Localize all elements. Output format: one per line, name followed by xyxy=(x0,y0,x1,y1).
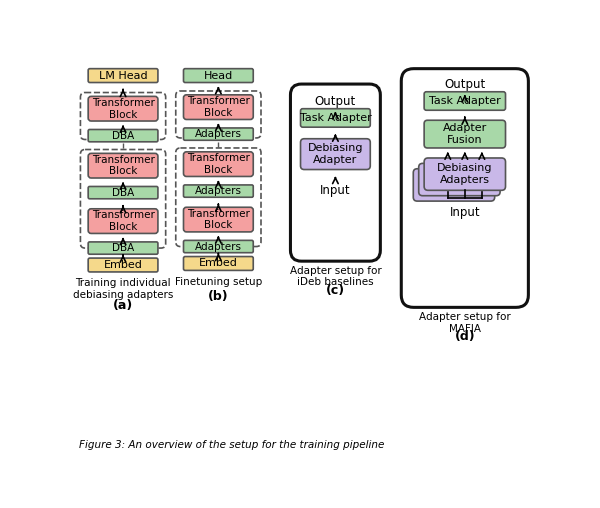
Text: Output: Output xyxy=(315,95,356,108)
FancyBboxPatch shape xyxy=(401,69,529,307)
Text: (a): (a) xyxy=(113,299,133,312)
Text: DBA: DBA xyxy=(112,187,134,198)
Text: Transformer
Block: Transformer Block xyxy=(92,98,154,119)
FancyBboxPatch shape xyxy=(184,128,253,140)
Text: Transformer
Block: Transformer Block xyxy=(187,153,250,175)
FancyBboxPatch shape xyxy=(80,92,166,140)
Text: Transformer
Block: Transformer Block xyxy=(92,210,154,232)
Text: Adapters: Adapters xyxy=(195,186,242,196)
Text: Debiasing
Adapter: Debiasing Adapter xyxy=(308,143,363,165)
FancyBboxPatch shape xyxy=(184,207,253,232)
FancyBboxPatch shape xyxy=(184,95,253,119)
Text: Task Adapter: Task Adapter xyxy=(299,113,371,123)
FancyBboxPatch shape xyxy=(88,130,158,142)
Text: Figure 3: An overview of the setup for the training pipeline: Figure 3: An overview of the setup for t… xyxy=(79,440,384,450)
Text: Adapters: Adapters xyxy=(195,129,242,139)
FancyBboxPatch shape xyxy=(80,149,166,248)
Text: Finetuning setup: Finetuning setup xyxy=(175,276,262,287)
Text: Transformer
Block: Transformer Block xyxy=(92,155,154,176)
FancyBboxPatch shape xyxy=(413,169,494,201)
Text: (b): (b) xyxy=(208,290,229,303)
Text: Input: Input xyxy=(320,184,351,197)
FancyBboxPatch shape xyxy=(184,185,253,197)
FancyBboxPatch shape xyxy=(290,84,380,261)
FancyBboxPatch shape xyxy=(88,153,158,178)
FancyBboxPatch shape xyxy=(88,97,158,121)
FancyBboxPatch shape xyxy=(424,92,506,110)
FancyBboxPatch shape xyxy=(301,139,370,170)
FancyBboxPatch shape xyxy=(184,69,253,82)
Text: Embed: Embed xyxy=(199,259,238,268)
Text: (c): (c) xyxy=(326,284,345,297)
FancyBboxPatch shape xyxy=(88,209,158,234)
Text: Transformer
Block: Transformer Block xyxy=(187,209,250,231)
FancyBboxPatch shape xyxy=(184,257,253,270)
Text: Adapters: Adapters xyxy=(195,241,242,251)
Text: Adapter
Fusion: Adapter Fusion xyxy=(443,123,487,145)
Text: Transformer
Block: Transformer Block xyxy=(187,97,250,118)
FancyBboxPatch shape xyxy=(176,148,261,246)
FancyBboxPatch shape xyxy=(88,186,158,199)
Text: Embed: Embed xyxy=(104,260,142,270)
Text: Training individual
debiasing adapters: Training individual debiasing adapters xyxy=(73,278,173,300)
Text: (d): (d) xyxy=(455,331,475,343)
FancyBboxPatch shape xyxy=(301,109,370,127)
FancyBboxPatch shape xyxy=(176,91,261,138)
Text: LM Head: LM Head xyxy=(99,71,148,81)
FancyBboxPatch shape xyxy=(424,158,506,190)
FancyBboxPatch shape xyxy=(424,120,506,148)
FancyBboxPatch shape xyxy=(419,164,500,196)
Text: Head: Head xyxy=(204,71,233,81)
Text: Debiasing
Adapters: Debiasing Adapters xyxy=(437,164,493,185)
Text: Input: Input xyxy=(449,206,480,219)
FancyBboxPatch shape xyxy=(88,242,158,254)
FancyBboxPatch shape xyxy=(184,152,253,176)
Text: DBA: DBA xyxy=(112,131,134,141)
Text: Adapter setup for
iDeb baselines: Adapter setup for iDeb baselines xyxy=(290,266,381,288)
Text: Task Adapter: Task Adapter xyxy=(429,96,500,106)
Text: DBA: DBA xyxy=(112,243,134,253)
Text: Adapter setup for
MAFIA: Adapter setup for MAFIA xyxy=(419,312,511,334)
Text: Output: Output xyxy=(444,78,485,91)
FancyBboxPatch shape xyxy=(88,258,158,272)
FancyBboxPatch shape xyxy=(88,69,158,82)
FancyBboxPatch shape xyxy=(184,240,253,252)
